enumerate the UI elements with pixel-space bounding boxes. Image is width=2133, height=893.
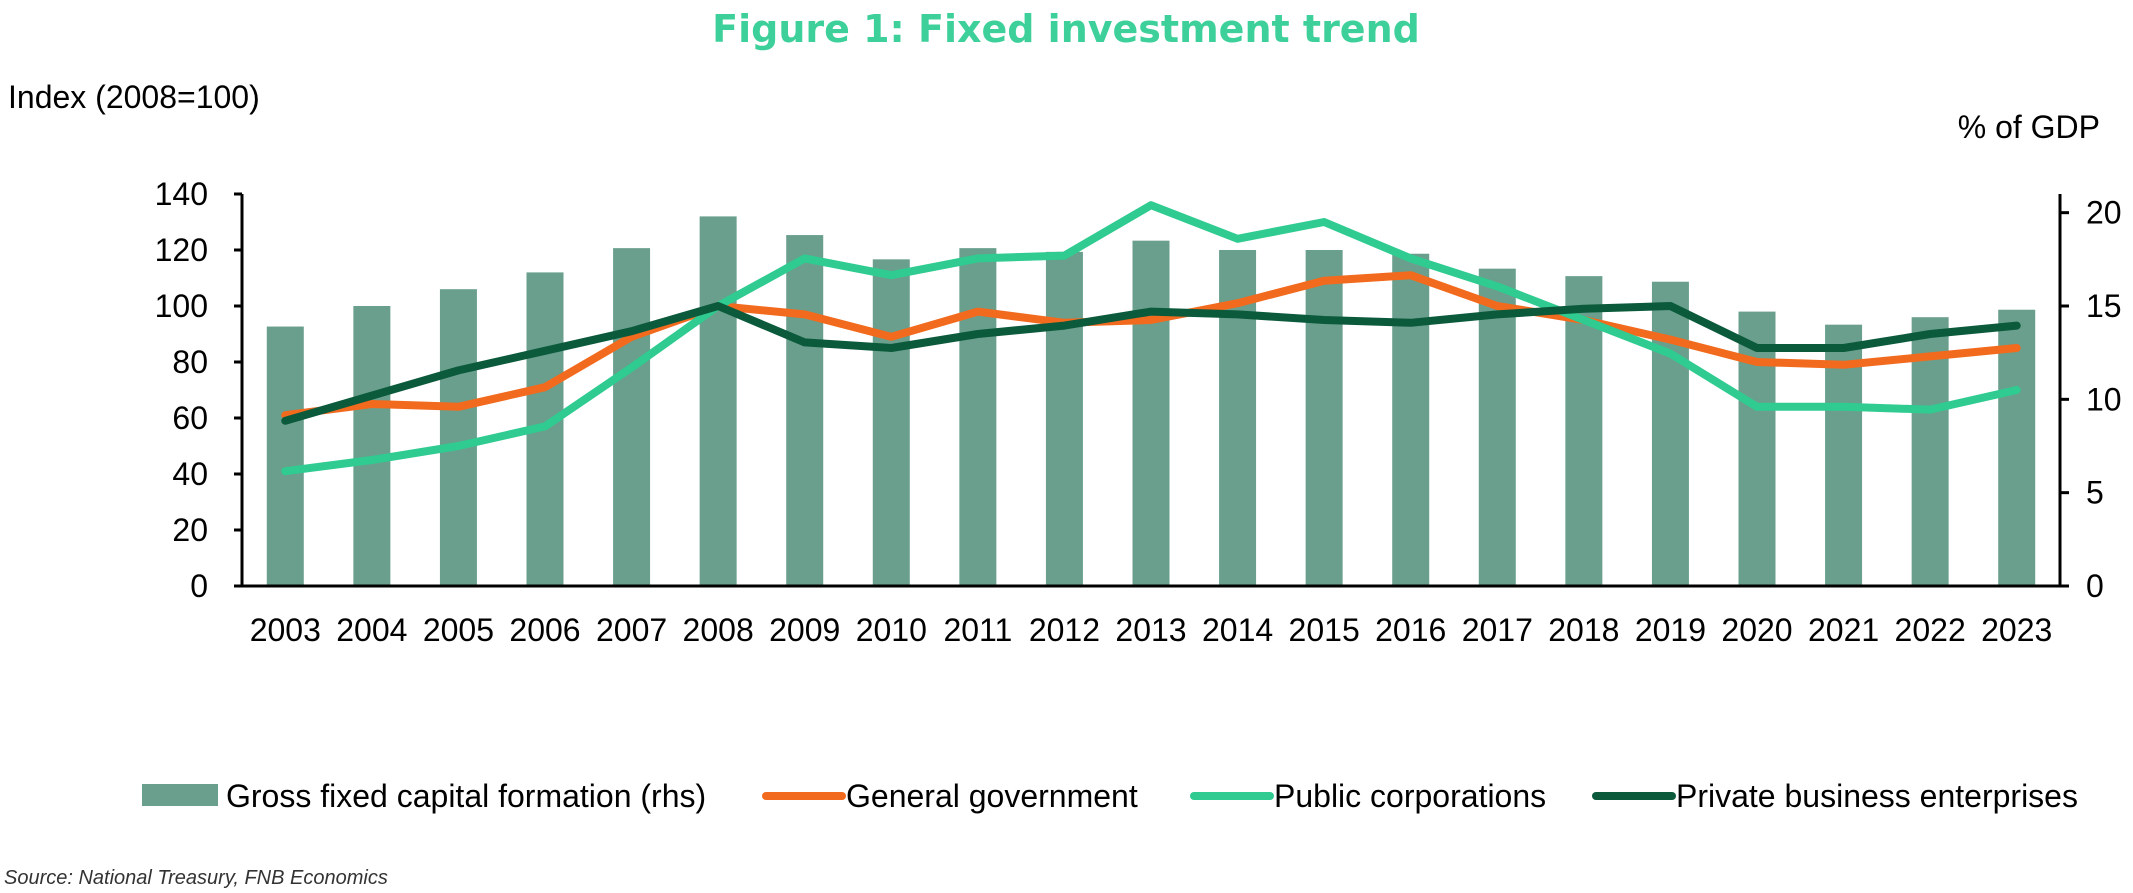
right-tick-label: 15 <box>2086 288 2122 324</box>
x-tick-label: 2013 <box>1115 612 1186 648</box>
bar-gfcf-2004 <box>353 306 391 586</box>
legend: Gross fixed capital formation (rhs) Gener… <box>142 778 2078 814</box>
bar-gfcf-2020 <box>1738 311 1776 586</box>
x-tick-label: 2010 <box>856 612 927 648</box>
x-tick-label: 2021 <box>1808 612 1879 648</box>
axes: 0 20 40 60 80 100 120 140 0 5 10 15 20 <box>155 176 2122 604</box>
line-private-business <box>281 302 2021 425</box>
line-public-corporations <box>281 201 2021 476</box>
right-axis-label: % of GDP <box>1958 109 2100 145</box>
legend-swatch-gfcf <box>142 784 218 806</box>
legend-label-public-corporations: Public corporations <box>1274 778 1546 814</box>
bar-gfcf-2007 <box>613 248 651 586</box>
x-tick-label: 2017 <box>1462 612 1533 648</box>
bar-gfcf-2015 <box>1305 250 1343 586</box>
bar-gfcf-2012 <box>1045 251 1083 586</box>
legend-label-private-business: Private business enterprises <box>1676 778 2078 814</box>
chart-title: Figure 1: Fixed investment trend <box>712 7 1420 51</box>
bar-gfcf-2008 <box>699 216 737 586</box>
left-tick-label: 60 <box>172 400 208 436</box>
source-note: Source: National Treasury, FNB Economics <box>4 867 388 889</box>
bar-gfcf-2016 <box>1392 253 1430 586</box>
left-tick-label: 80 <box>172 344 208 380</box>
x-tick-label: 2005 <box>423 612 494 648</box>
x-tick-label: 2014 <box>1202 612 1273 648</box>
left-tick-label: 100 <box>155 288 208 324</box>
x-tick-label: 2008 <box>683 612 754 648</box>
bar-gfcf-2017 <box>1478 268 1516 586</box>
bar-gfcf-2003 <box>266 326 304 586</box>
x-tick-label: 2012 <box>1029 612 1100 648</box>
x-tick-label: 2018 <box>1548 612 1619 648</box>
x-axis-ticks: 2003 2004 2005 2006 2007 2008 2009 2010 2011 2012… <box>250 612 2053 648</box>
x-tick-label: 2011 <box>943 612 1012 648</box>
left-tick-label: 120 <box>155 232 208 268</box>
x-tick-label: 2009 <box>769 612 840 648</box>
x-tick-label: 2016 <box>1375 612 1446 648</box>
right-tick-label: 20 <box>2086 195 2122 231</box>
right-tick-label: 10 <box>2086 381 2122 417</box>
left-tick-label: 0 <box>190 568 208 604</box>
x-tick-label: 2007 <box>596 612 667 648</box>
bar-gfcf-2010 <box>872 259 910 586</box>
x-tick-label: 2003 <box>250 612 321 648</box>
bar-gfcf-2022 <box>1911 317 1949 586</box>
bar-gfcf-2009 <box>786 235 824 587</box>
x-tick-label: 2023 <box>1981 612 2052 648</box>
bar-gfcf-2005 <box>439 289 477 586</box>
line-general-government <box>281 271 2021 420</box>
x-tick-label: 2020 <box>1721 612 1792 648</box>
left-tick-label: 20 <box>172 512 208 548</box>
right-tick-label: 0 <box>2086 568 2104 604</box>
bar-series <box>266 216 2036 587</box>
line-series <box>281 201 2021 476</box>
bar-gfcf-2019 <box>1651 281 1689 586</box>
bar-gfcf-2023 <box>1998 309 2036 586</box>
left-axis-label: Index (2008=100) <box>8 79 260 115</box>
x-tick-label: 2022 <box>1895 612 1966 648</box>
bar-gfcf-2013 <box>1132 240 1170 586</box>
x-tick-label: 2015 <box>1289 612 1360 648</box>
legend-label-gfcf: Gross fixed capital formation (rhs) <box>226 778 706 814</box>
x-tick-label: 2006 <box>509 612 580 648</box>
left-tick-label: 40 <box>172 456 208 492</box>
left-tick-label: 140 <box>155 176 208 212</box>
legend-label-general-government: General government <box>846 778 1138 814</box>
bar-gfcf-2011 <box>959 248 997 586</box>
x-tick-label: 2019 <box>1635 612 1706 648</box>
right-tick-label: 5 <box>2086 475 2104 511</box>
x-tick-label: 2004 <box>336 612 407 648</box>
